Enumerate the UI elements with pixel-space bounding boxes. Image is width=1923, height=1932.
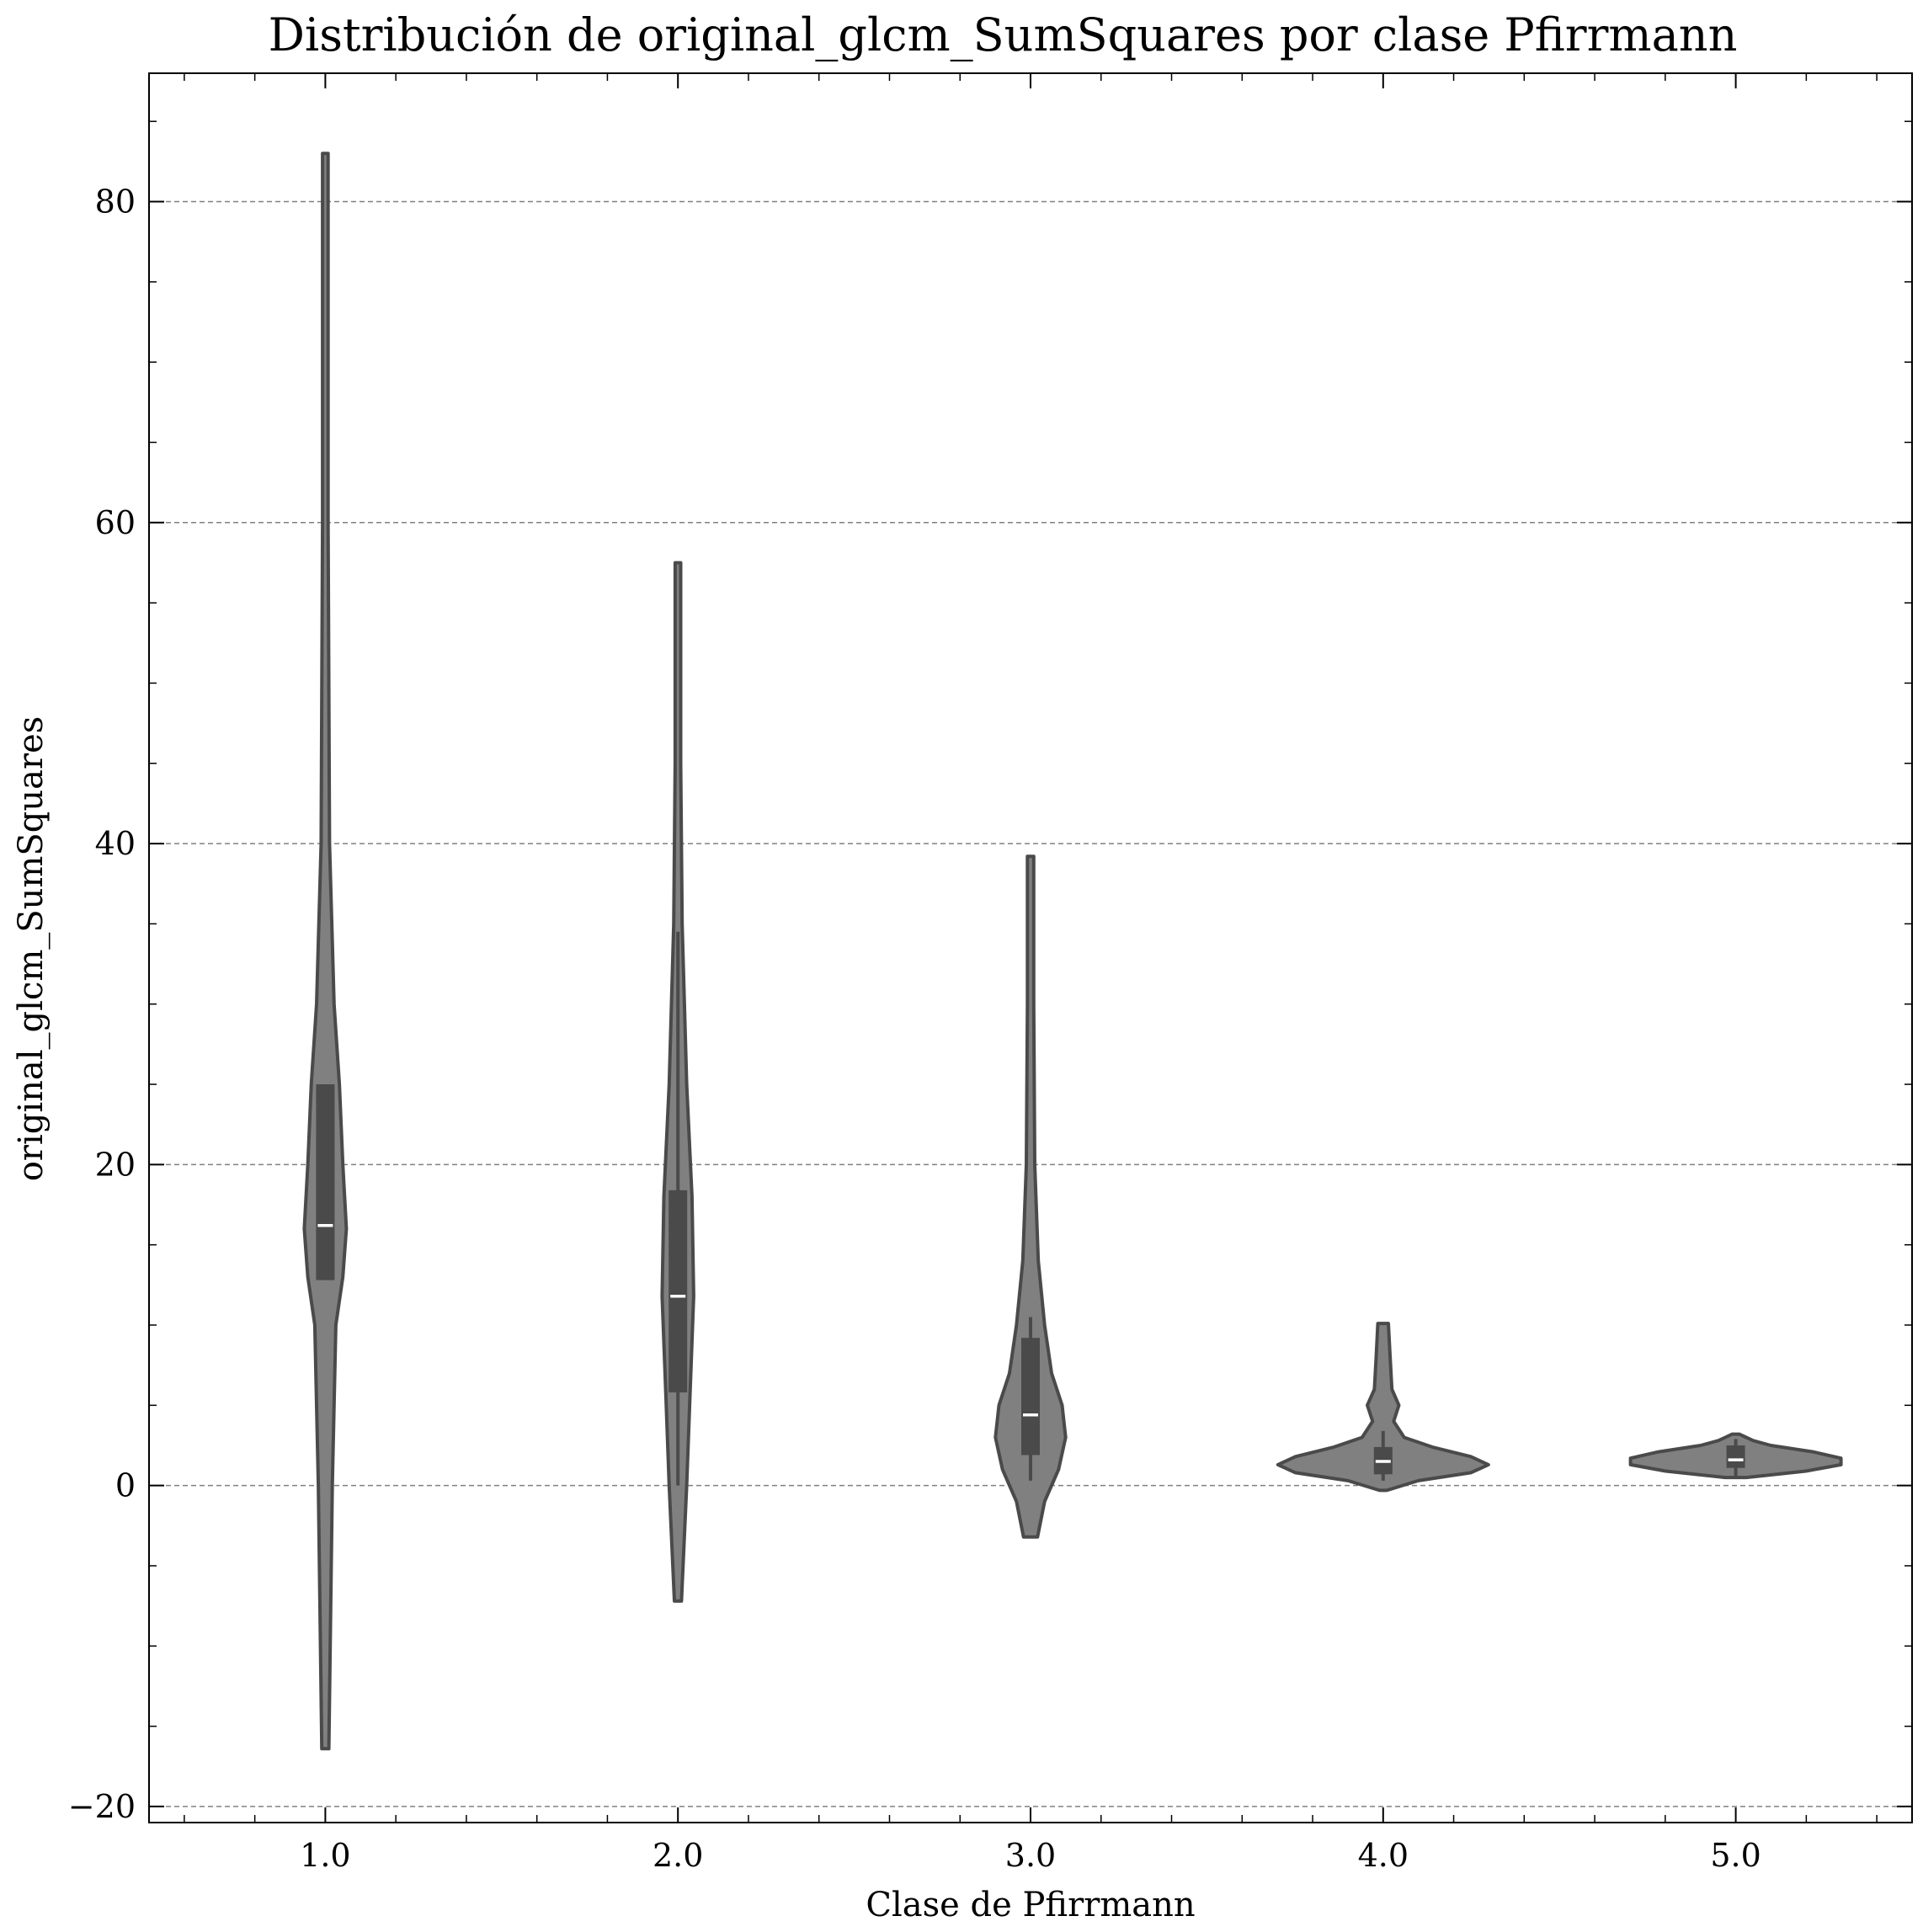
y-tick-label: 80 [95,184,136,221]
violin-body-3 [993,854,1068,1539]
violin-iqr-box-1 [316,1084,335,1280]
x-axis-label: Clase de Pfirrmann [866,1886,1195,1924]
violin-iqr-box-3 [1021,1338,1040,1456]
y-tick-label: 0 [115,1467,136,1504]
y-tick-label: −20 [68,1788,136,1825]
violin-body-1 [302,152,349,1751]
grid-lines [149,200,1912,1807]
violin-body-4 [1276,1322,1490,1493]
x-tick-label: 3.0 [1005,1837,1056,1874]
violin-group [302,152,1843,1751]
y-tick-label: 40 [95,825,136,862]
violin-iqr-box-5 [1726,1445,1745,1468]
axis-ticks [149,73,1912,1823]
x-tick-label: 2.0 [653,1837,703,1874]
tick-labels: 1.0 2.0 3.0 4.0 5.0 −20 0 20 40 60 80 [68,184,1761,1874]
violin-iqr-box-2 [669,1190,688,1393]
y-tick-label: 20 [95,1146,136,1183]
chart-title: Distribución de original_glcm_SumSquares… [269,8,1738,61]
x-tick-label: 5.0 [1710,1837,1761,1874]
x-tick-label: 4.0 [1358,1837,1409,1874]
y-tick-label: 60 [95,504,136,541]
y-axis-label: original_glcm_SumSquares [12,716,51,1182]
x-tick-label: 1.0 [300,1837,350,1874]
